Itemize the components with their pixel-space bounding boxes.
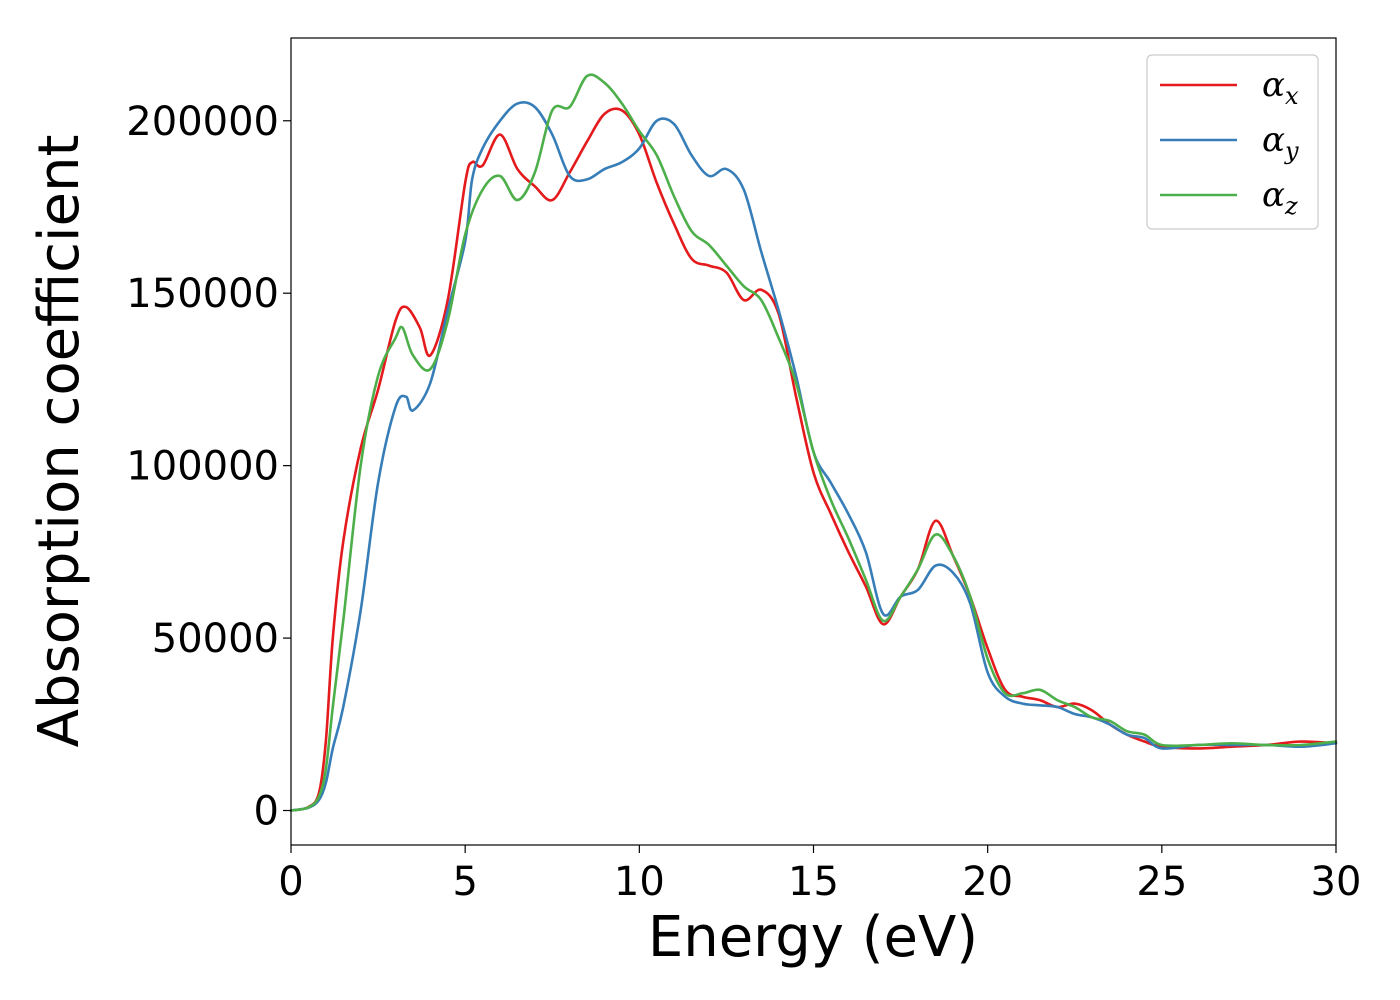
legend-label-subscript: z: [1284, 192, 1298, 220]
legend-label-x: αx: [1262, 65, 1299, 110]
y-axis-ticks: 0 50000 100000 150000 200000: [126, 99, 291, 835]
y-tick-label: 100000: [126, 444, 279, 490]
legend-box: [1146, 54, 1319, 230]
x-tick-label: 0: [278, 859, 303, 905]
y-axis-label: Absorption coefficient: [27, 135, 92, 748]
legend-label-subscript: y: [1284, 137, 1299, 165]
x-tick-label: 5: [452, 859, 477, 905]
y-tick-label: 200000: [126, 99, 279, 145]
series-layer: [289, 73, 1338, 812]
legend-label-y: αy: [1262, 120, 1299, 165]
x-axis-label: Energy (eV): [648, 905, 978, 970]
x-tick-label: 20: [962, 859, 1013, 905]
legend-label-z: αz: [1262, 175, 1298, 220]
y-tick-label: 0: [254, 789, 279, 835]
y-tick-label: 150000: [126, 271, 279, 317]
legend-label-main: α: [1262, 120, 1285, 160]
legend-label-subscript: x: [1285, 82, 1299, 110]
x-tick-label: 15: [788, 859, 839, 905]
series-line-z: [289, 73, 1338, 812]
legend-label-main: α: [1262, 65, 1285, 105]
series-line-x: [289, 107, 1338, 812]
y-tick-label: 50000: [152, 616, 279, 662]
series-line-y: [289, 100, 1338, 812]
x-tick-label: 25: [1136, 859, 1187, 905]
x-tick-label: 30: [1311, 859, 1362, 905]
x-axis-ticks: 0 5 10 15 20 25 30: [278, 845, 1361, 905]
x-tick-label: 10: [614, 859, 665, 905]
legend-label-main: α: [1262, 175, 1285, 215]
